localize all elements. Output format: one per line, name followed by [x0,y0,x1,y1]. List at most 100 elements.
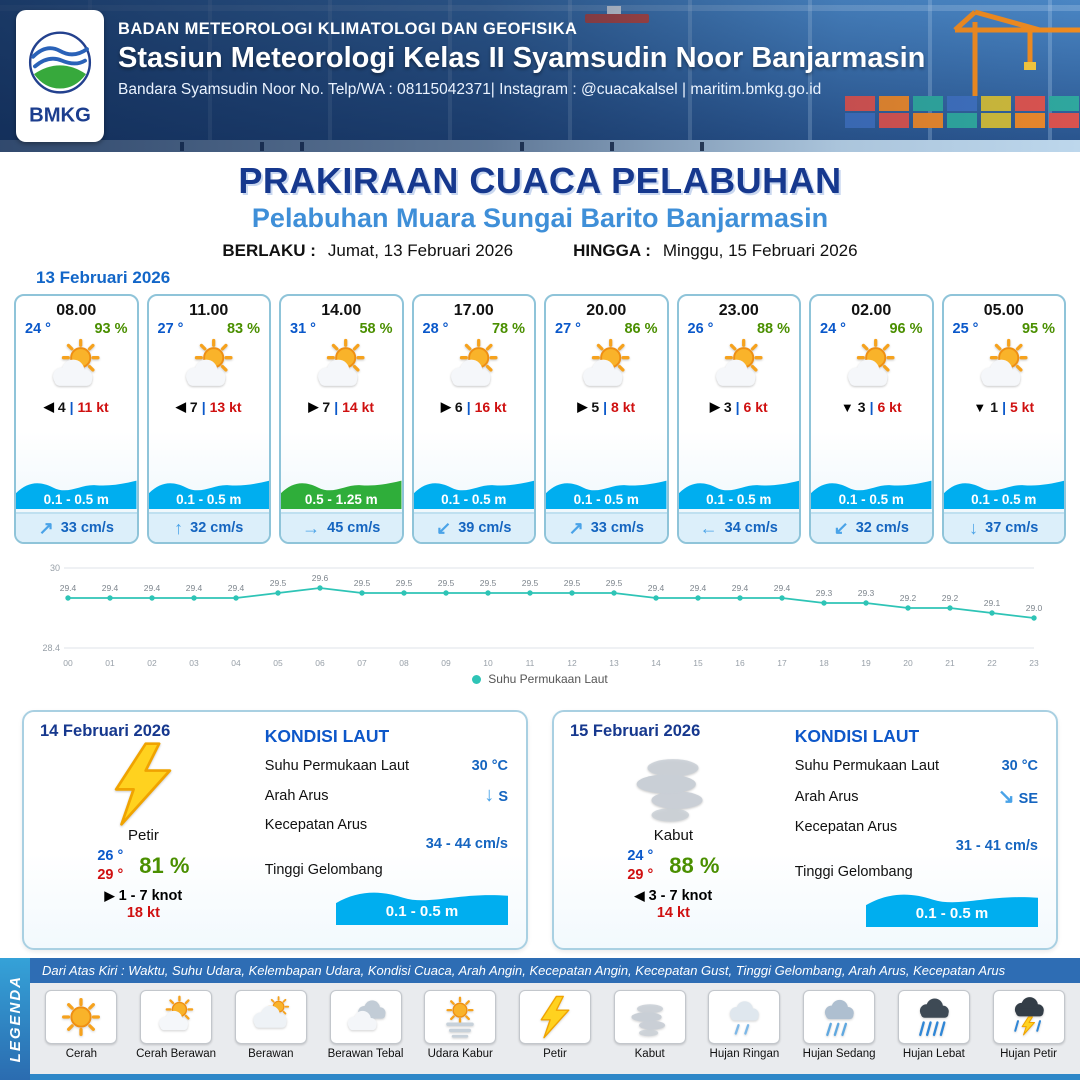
hourly-forecast-section: 13 Februari 2026 08.00 24 ° 93 % ◀ 4 | 11 kt… [0,264,1080,548]
air-temp: 26 ° [687,321,714,337]
air-temp: 27 ° [555,321,581,337]
current-direction-icon: ↗ [38,517,54,538]
current-direction-value: S [498,789,508,805]
wind-row: ▶ 6 | 16 kt [441,399,507,415]
current-speed-label: Kecepatan Arus [264,817,368,833]
wave-height-badge: 0.1 - 0.5 m [866,885,1038,927]
separator: | [869,399,874,415]
svg-text:08: 08 [399,658,409,668]
petir-icon [95,741,191,827]
wave-height: 0.1 - 0.5 m [838,492,904,507]
svg-text:29.4: 29.4 [648,583,665,593]
day-date: 15 Februari 2026 [570,722,701,740]
current-speed: 32 cm/s [190,520,244,536]
valid-until-value: Minggu, 15 Februari 2026 [662,241,858,260]
temp-max: 29 ° [97,866,124,883]
svg-text:29.2: 29.2 [942,593,959,603]
current-speed: 39 cm/s [458,520,512,536]
forecast-card: 17.00 28 ° 78 % ▶ 6 | 16 kt 0.1 - 0.5 m ↙ 39 … [411,294,536,544]
humidity: 96 % [889,321,923,337]
forecast-date: 13 Februari 2026 [36,268,171,287]
wave-height-band: 0.1 - 0.5 m [413,475,534,509]
validity-row: BERLAKU : Jumat, 13 Februari 2026 HINGGA… [0,241,1080,261]
weather-condition: Petir [127,827,159,844]
current-direction-icon: ↑ [174,517,184,538]
wind-row: ▶ 3 | 6 kt [710,399,768,415]
separator: | [735,399,740,415]
cerah-berawan-icon [834,338,908,398]
valid-from-value: Jumat, 13 Februari 2026 [327,241,514,260]
day-card: 14 Februari 2026 Petir 26 ° 29 ° 81 % ▶ 1… [22,710,528,950]
wind-direction-icon: ▶ [308,399,319,414]
contact-line: Bandara Syamsudin Noor No. Telp/WA : 081… [118,81,822,98]
svg-text:19: 19 [861,658,871,668]
wind-direction-icon: ▼ [840,399,854,415]
legend-label: Udara Kabur [427,1048,493,1060]
svg-text:04: 04 [231,658,241,668]
svg-text:03: 03 [189,658,199,668]
legend-item: Berawan Tebal [320,990,412,1060]
wind-speed: 5 [591,399,600,415]
svg-text:29.3: 29.3 [858,588,875,598]
current-direction-value: SE [1018,791,1038,807]
temp-min: 24 ° [627,848,654,864]
humidity: 81 % [139,852,190,878]
humidity: 93 % [94,321,128,337]
current-speed-label: Kecepatan Arus [794,819,898,835]
current-direction-icon: ↘ [997,786,1015,808]
current-row: → 45 cm/s [281,512,402,542]
wind-row: ◀ 4 | 11 kt [44,399,109,415]
svg-text:21: 21 [945,658,955,668]
legend-title: LEGENDA [6,975,24,1063]
air-temp: 28 ° [422,321,449,337]
temp-max: 29 ° [627,866,654,883]
svg-text:29.5: 29.5 [270,578,287,588]
wind-speed: 4 [57,399,66,415]
wind-speed: 7 [189,399,198,415]
day-weather-summary: 15 Februari 2026 Kabut 24 ° 29 ° 88 % ◀ 3… [570,722,777,938]
wind-speed: 1 - 7 knot [118,887,183,904]
svg-text:00: 00 [63,658,73,668]
svg-text:15: 15 [693,658,703,668]
bmkg-logo: BMKG [16,10,104,142]
legend-label: Hujan Petir [1000,1048,1057,1060]
separator: | [69,399,74,415]
separator: | [201,399,206,415]
current-direction-icon: ← [699,517,718,538]
legend-item: Hujan Ringan [698,990,790,1060]
legend-section: LEGENDA Dari Atas Kiri : Waktu, Suhu Uda… [0,958,1080,1080]
forecast-card: 08.00 24 ° 93 % ◀ 4 | 11 kt 0.1 - 0.5 m ↗ 33 … [14,294,139,544]
sst-chart-section: 28.4 30 29.4 00 29.4 01 29.4 02 29.4 03 29.4 04 29.5… [30,552,1050,700]
legend-item: Hujan Sedang [793,990,885,1060]
wave-height-label: Tinggi Gelombang [794,864,913,880]
legend-label: Hujan Ringan [709,1048,780,1060]
svg-text:29.4: 29.4 [690,583,707,593]
current-direction-icon: → [302,517,321,538]
legend-item: Cerah Berawan [130,990,222,1060]
svg-text:29.5: 29.5 [480,578,497,588]
wind-speed: 7 [322,399,331,415]
svg-text:29.4: 29.4 [144,583,161,593]
air-temp: 31 ° [290,321,316,337]
svg-text:13: 13 [609,658,619,668]
legend-item: Cerah [35,990,127,1060]
humidity: 83 % [226,321,260,337]
sst-line-chart: 28.43029.40029.40129.40229.40329.40429.5… [42,563,1042,668]
forecast-time: 14.00 [321,302,362,319]
svg-text:28.4: 28.4 [42,643,60,653]
day-weather-summary: 14 Februari 2026 Petir 26 ° 29 ° 81 % ▶ 1… [40,722,247,938]
cerah-berawan-icon [702,338,776,398]
svg-text:29.4: 29.4 [102,583,119,593]
gust-speed: 8 kt [611,399,636,415]
legend-item: Petir [509,990,601,1060]
page-subtitle: Pelabuhan Muara Sungai Barito Banjarmasi… [251,203,829,233]
wind-direction-icon: ▶ [440,399,451,414]
temp-min: 26 ° [97,848,124,864]
temps-row: 26 ° 29 ° 81 % [97,847,189,885]
udara-kabur-icon [438,995,482,1039]
cerah-icon [59,995,103,1039]
legend-item: Kabut [604,990,696,1060]
wind-speed: 3 [723,399,732,415]
separator: | [603,399,608,415]
